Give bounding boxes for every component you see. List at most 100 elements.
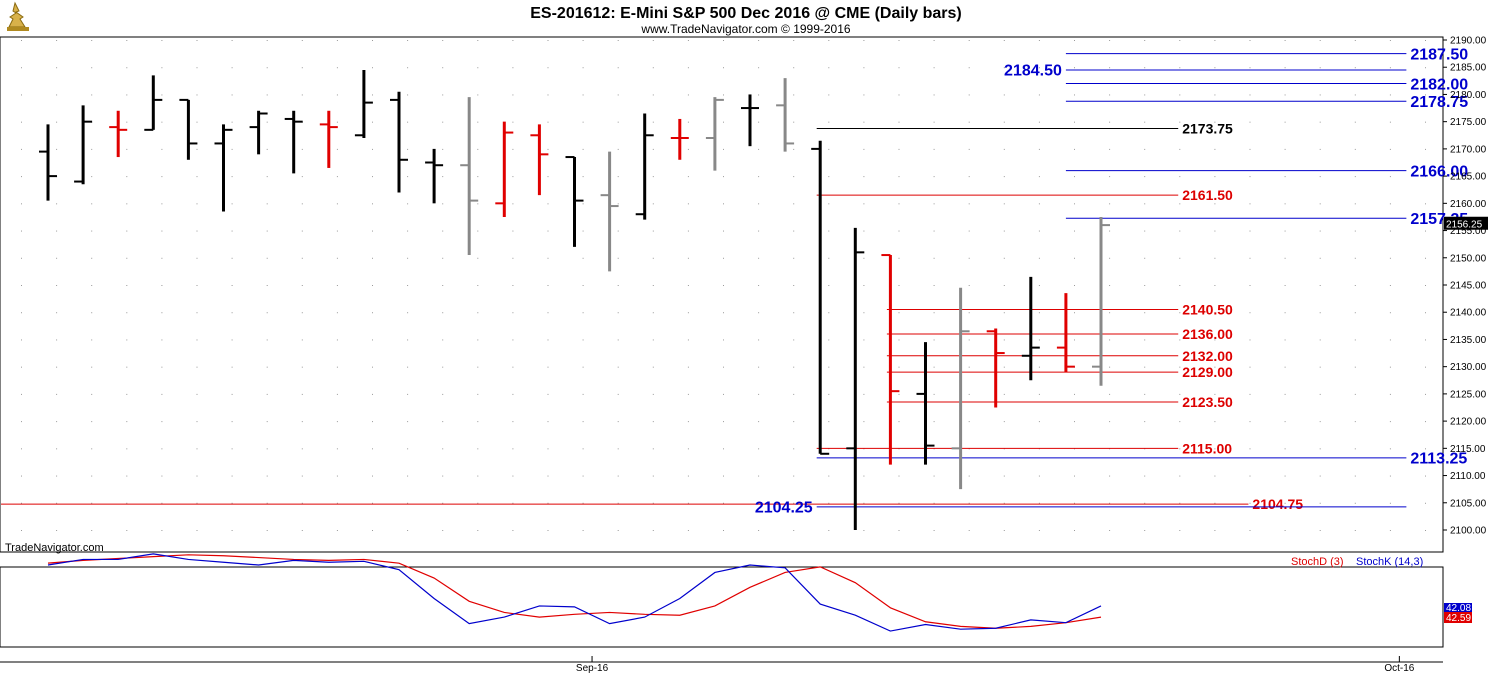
grid-dot <box>687 203 689 205</box>
grid-dot <box>723 393 724 395</box>
grid-dot <box>512 366 514 368</box>
grid-dot <box>1284 502 1286 504</box>
y-tick-label: 2170.00 <box>1450 144 1487 155</box>
grid-dot <box>547 285 549 286</box>
grid-dot <box>863 203 865 205</box>
grid-dot <box>687 448 689 450</box>
grid-dot <box>582 121 584 123</box>
grid-dot <box>301 285 303 286</box>
grid-dot <box>1179 67 1181 69</box>
grid-dot <box>407 530 409 531</box>
grid-dot <box>828 312 830 314</box>
ohlc-bar <box>460 97 479 256</box>
grid-dot <box>21 94 22 96</box>
grid-dot <box>582 257 584 259</box>
grid-dot <box>1214 121 1216 123</box>
grid-dot <box>1144 148 1146 150</box>
legend-stochk: StochK (14,3) <box>1356 556 1423 568</box>
grid-dot <box>617 176 619 178</box>
grid-dot <box>1144 475 1146 477</box>
grid-dot <box>126 475 128 477</box>
grid-dot <box>21 366 22 368</box>
grid-dot <box>1214 148 1216 150</box>
grid-dot <box>1389 530 1391 531</box>
grid-dot <box>1074 393 1075 395</box>
grid-dot <box>407 40 409 41</box>
grid-dot <box>1074 339 1075 341</box>
grid-dot <box>1179 203 1181 205</box>
grid-dot <box>582 475 584 477</box>
grid-dot <box>1179 40 1181 41</box>
grid-dot <box>442 257 444 259</box>
grid-dot <box>301 421 303 423</box>
grid-dot <box>21 67 22 69</box>
grid-dot <box>1214 257 1216 259</box>
grid-dot <box>477 67 479 69</box>
grid-dots <box>21 40 1426 531</box>
grid-dot <box>968 94 970 96</box>
y-tick-label: 2135.00 <box>1450 335 1487 346</box>
grid-dot <box>1389 339 1391 341</box>
grid-dot <box>547 230 549 232</box>
grid-dot <box>1179 121 1181 123</box>
grid-dot <box>793 67 795 69</box>
grid-dot <box>968 257 970 259</box>
grid-dot <box>1319 121 1321 123</box>
grid-dot <box>687 475 689 477</box>
grid-dot <box>652 393 654 395</box>
grid-dot <box>477 121 479 123</box>
grid-dot <box>301 448 303 450</box>
grid-dot <box>231 176 233 178</box>
grid-dot <box>828 421 830 423</box>
grid-dot <box>828 67 830 69</box>
grid-dot <box>196 421 198 423</box>
grid-dot <box>1425 148 1426 150</box>
grid-dot <box>372 176 373 178</box>
grid-dot <box>196 502 198 504</box>
grid-dot <box>898 421 900 423</box>
grid-dot <box>793 121 795 123</box>
last-price-tag <box>1444 216 1488 230</box>
grid-dot <box>196 312 198 314</box>
grid-dot <box>652 285 654 286</box>
grid-dot <box>652 230 654 232</box>
grid-dot <box>1284 475 1286 477</box>
grid-dot <box>758 257 760 259</box>
grid-dot <box>723 502 724 504</box>
grid-dot <box>582 203 584 205</box>
grid-dot <box>828 339 830 341</box>
grid-dot <box>1074 257 1075 259</box>
grid-dot <box>793 393 795 395</box>
grid-dot <box>477 176 479 178</box>
grid-dot <box>477 393 479 395</box>
grid-dot <box>652 312 654 314</box>
time-axis: Sep-16 Oct-16 <box>576 656 1415 674</box>
grid-dot <box>266 203 268 205</box>
grid-dot <box>1003 176 1005 178</box>
grid-dot <box>126 148 128 150</box>
grid-dot <box>1038 339 1040 341</box>
grid-dot <box>723 366 724 368</box>
level-label: 2161.50 <box>1182 187 1233 203</box>
grid-dot <box>863 502 865 504</box>
grid-dot <box>56 421 58 423</box>
grid-dot <box>547 203 549 205</box>
level-label: 2140.50 <box>1182 302 1233 318</box>
grid-dot <box>196 366 198 368</box>
grid-dot <box>617 257 619 259</box>
grid-dot <box>968 285 970 286</box>
grid-dot <box>652 475 654 477</box>
grid-dot <box>617 121 619 123</box>
grid-dot <box>161 448 163 450</box>
grid-dot <box>1179 475 1181 477</box>
grid-dot <box>617 203 619 205</box>
ohlc-bar <box>390 91 408 193</box>
grid-dot <box>547 393 549 395</box>
grid-dot <box>863 40 865 41</box>
grid-dot <box>1144 203 1146 205</box>
ohlc-bar <box>600 151 619 272</box>
grid-dot <box>266 339 268 341</box>
grid-dot <box>266 502 268 504</box>
grid-dot <box>91 421 93 423</box>
grid-dot <box>126 257 128 259</box>
